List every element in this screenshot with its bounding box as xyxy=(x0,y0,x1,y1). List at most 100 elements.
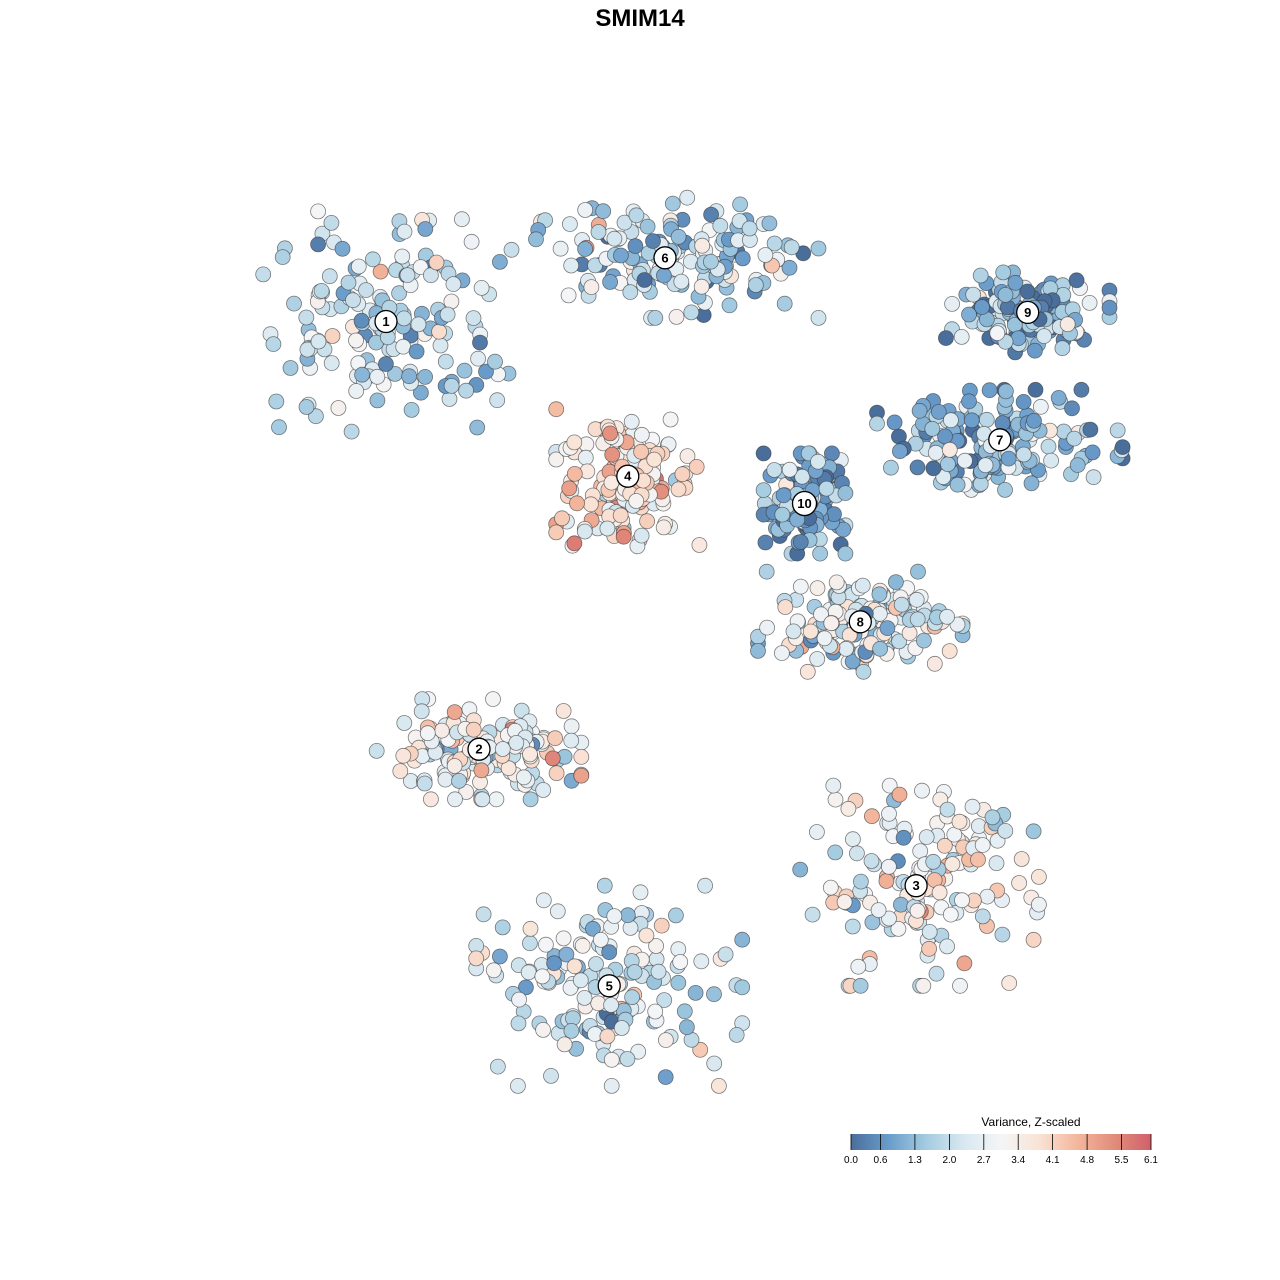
cell-point-cluster-2 xyxy=(522,746,538,763)
cell-point-cluster-6 xyxy=(562,216,578,233)
cell-point-cluster-6 xyxy=(528,231,544,248)
cell-point-cluster-7 xyxy=(1015,393,1032,410)
cluster-label-badge xyxy=(616,464,640,488)
cell-point-cluster-3 xyxy=(878,873,895,889)
cell-point-cluster-6 xyxy=(693,278,710,295)
cluster-label-4: 4 xyxy=(616,464,640,488)
cell-point-cluster-2 xyxy=(548,765,565,782)
cell-point-cluster-6 xyxy=(781,259,798,276)
cell-point-cluster-5 xyxy=(485,962,502,979)
cell-point-cluster-7 xyxy=(977,457,994,474)
cell-point-cluster-10 xyxy=(794,468,811,485)
cell-point-cluster-9 xyxy=(1054,340,1071,357)
cell-point-cluster-9 xyxy=(995,264,1012,281)
cell-point-cluster-1 xyxy=(432,337,449,354)
colorbar-tick-label: 0.0 xyxy=(844,1155,858,1166)
cell-point-cluster-5 xyxy=(624,989,640,1006)
cluster-label-10: 10 xyxy=(791,490,818,517)
cell-point-cluster-5 xyxy=(668,907,684,924)
cell-point-cluster-1 xyxy=(310,203,327,220)
cell-point-cluster-7 xyxy=(998,383,1014,400)
cell-point-cluster-3 xyxy=(931,884,948,901)
cell-point-cluster-9 xyxy=(974,299,990,316)
cell-point-cluster-5 xyxy=(572,972,589,989)
cell-point-cluster-7 xyxy=(924,420,941,437)
cell-point-cluster-4 xyxy=(576,523,593,540)
cell-point-cluster-1 xyxy=(456,362,473,379)
cell-point-cluster-4 xyxy=(615,528,632,545)
cluster-label-5: 5 xyxy=(597,974,621,998)
cluster-label-1: 1 xyxy=(374,309,398,334)
cell-point-cluster-5 xyxy=(596,877,613,894)
cell-point-cluster-1 xyxy=(255,266,272,283)
cell-point-cluster-7 xyxy=(997,481,1013,498)
cell-point-cluster-5 xyxy=(613,1020,630,1036)
cell-point-cluster-3 xyxy=(952,977,968,994)
cell-point-cluster-5 xyxy=(734,979,751,996)
cell-point-cluster-5 xyxy=(510,1078,526,1094)
cell-point-cluster-7 xyxy=(1015,446,1032,463)
cell-point-cluster-7 xyxy=(1064,400,1080,417)
cell-point-cluster-9 xyxy=(1036,328,1052,345)
cell-point-cluster-1 xyxy=(377,356,394,372)
cell-point-cluster-3 xyxy=(1013,851,1030,867)
cell-point-cluster-1 xyxy=(408,343,425,360)
cell-point-cluster-6 xyxy=(656,267,672,284)
cell-point-cluster-2 xyxy=(573,749,590,765)
cell-point-cluster-6 xyxy=(639,218,656,235)
cell-point-cluster-5 xyxy=(692,1041,709,1058)
cell-point-cluster-9 xyxy=(1019,283,1036,300)
cell-point-cluster-5 xyxy=(601,944,618,961)
cell-point-cluster-5 xyxy=(728,1027,745,1043)
cell-point-cluster-3 xyxy=(1031,896,1047,913)
cell-point-cluster-1 xyxy=(431,323,448,340)
cell-point-cluster-3 xyxy=(809,824,825,840)
cell-point-cluster-8 xyxy=(910,563,926,580)
cell-point-cluster-9 xyxy=(944,295,960,312)
cell-point-cluster-1 xyxy=(401,368,418,385)
cell-point-cluster-6 xyxy=(664,195,681,212)
cell-point-cluster-1 xyxy=(403,401,420,418)
cluster-label-badge xyxy=(597,974,621,998)
cell-point-cluster-6 xyxy=(590,224,607,240)
cell-point-cluster-6 xyxy=(577,241,593,257)
cell-point-cluster-3 xyxy=(928,965,945,982)
cell-point-cluster-5 xyxy=(535,1022,551,1038)
cell-point-cluster-2 xyxy=(508,735,525,751)
cell-point-cluster-3 xyxy=(942,906,959,923)
cell-point-cluster-2 xyxy=(437,771,454,788)
cell-point-cluster-2 xyxy=(419,725,436,742)
cell-point-cluster-1 xyxy=(396,310,412,327)
cell-point-cluster-4 xyxy=(561,480,578,497)
cell-point-cluster-3 xyxy=(936,837,953,854)
cell-point-cluster-7 xyxy=(883,459,899,476)
cell-point-cluster-5 xyxy=(658,1032,674,1048)
cell-point-cluster-7 xyxy=(892,443,908,460)
cell-point-cluster-1 xyxy=(472,334,488,351)
cell-point-cluster-5 xyxy=(546,955,562,972)
cell-point-cluster-7 xyxy=(1043,452,1059,469)
cell-point-cluster-8 xyxy=(872,640,888,657)
cluster-label-8: 8 xyxy=(848,610,872,634)
cell-point-cluster-5 xyxy=(632,884,649,901)
cell-point-cluster-3 xyxy=(925,853,942,870)
cell-point-cluster-3 xyxy=(881,777,898,794)
cell-point-cluster-2 xyxy=(395,747,412,764)
cell-point-cluster-2 xyxy=(573,767,590,784)
cell-point-cluster-6 xyxy=(703,253,719,270)
cell-point-cluster-8 xyxy=(813,606,829,623)
cell-point-cluster-3 xyxy=(853,873,869,890)
cell-point-cluster-2 xyxy=(396,715,413,731)
cell-point-cluster-6 xyxy=(757,247,774,263)
cell-point-cluster-8 xyxy=(816,630,833,647)
cell-point-cluster-9 xyxy=(989,325,1006,342)
cell-point-cluster-2 xyxy=(544,750,561,767)
cell-point-cluster-3 xyxy=(939,938,955,955)
cell-point-cluster-2 xyxy=(422,791,439,808)
colorbar-tick-label: 4.8 xyxy=(1080,1155,1094,1166)
cluster-label-badge xyxy=(988,428,1012,452)
cell-point-cluster-4 xyxy=(566,535,583,552)
cluster-label-2: 2 xyxy=(467,737,491,761)
cell-point-cluster-3 xyxy=(827,791,844,808)
cell-point-cluster-6 xyxy=(783,239,800,256)
